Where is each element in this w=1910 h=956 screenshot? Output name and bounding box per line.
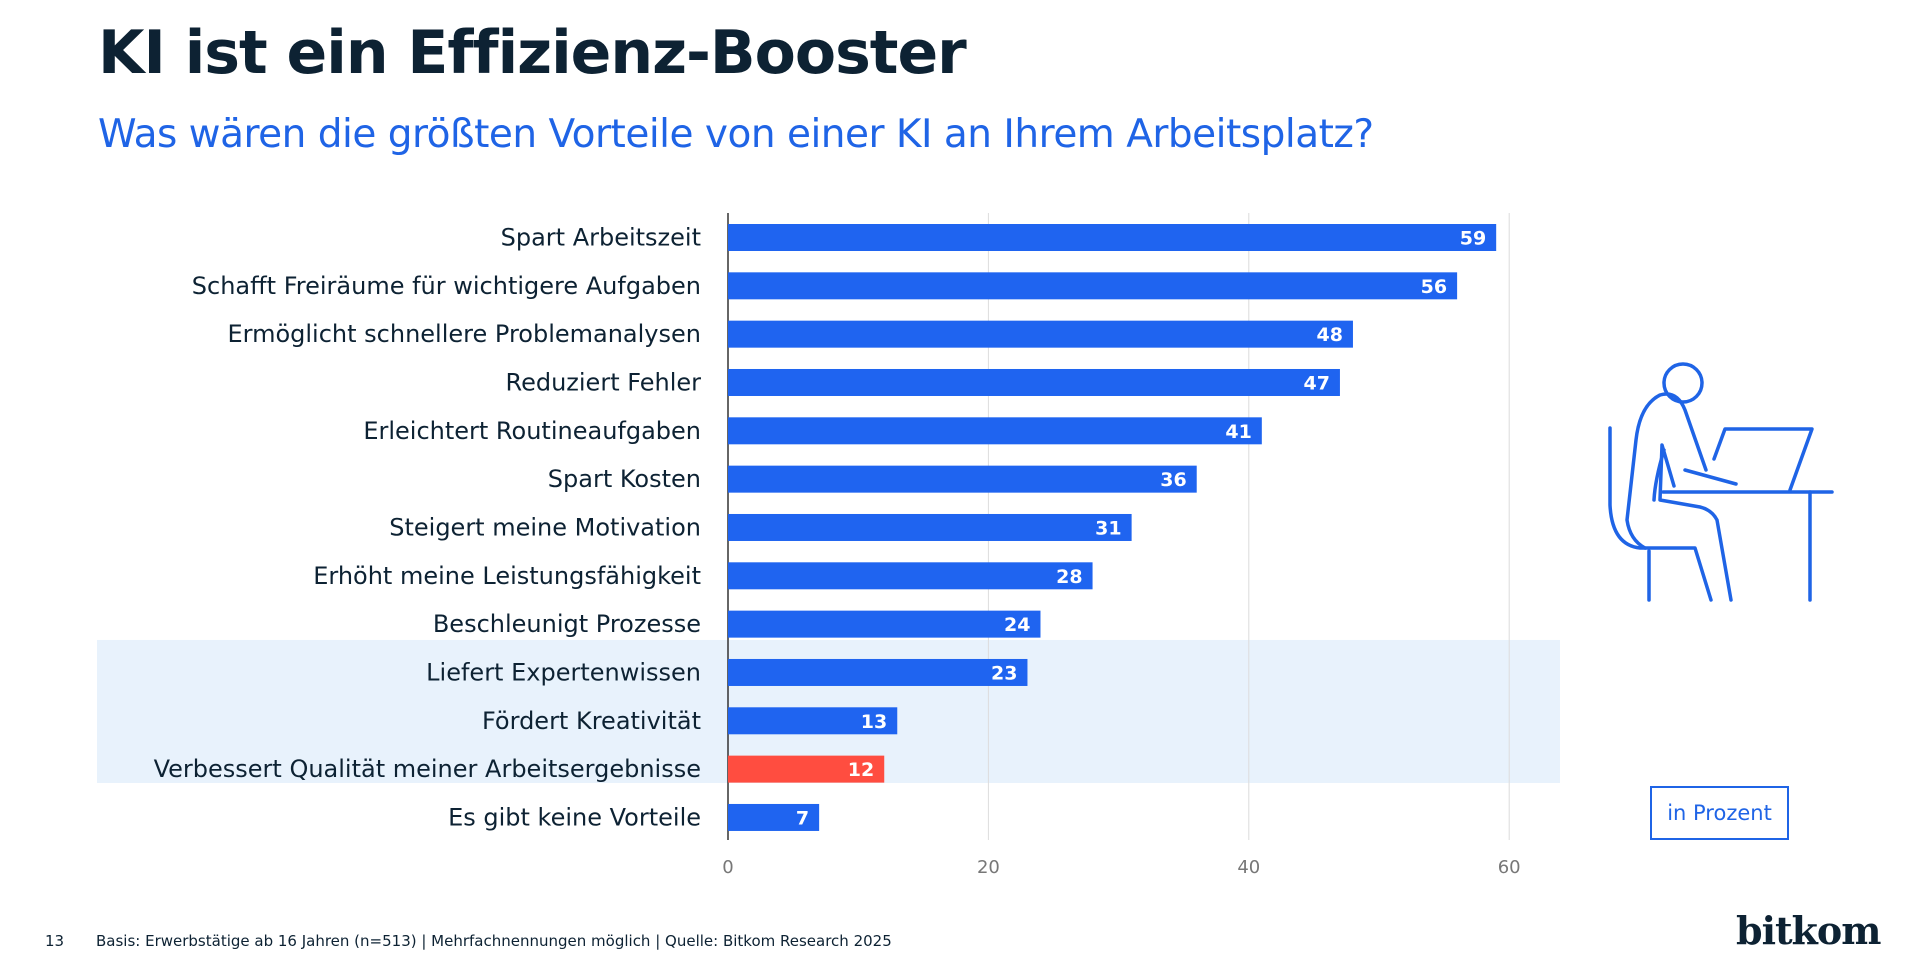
person-at-desk-laptop-icon	[1608, 362, 1834, 602]
category-label: Erhöht meine Leistungsfähigkeit	[313, 562, 701, 590]
category-label: Spart Arbeitszeit	[501, 224, 701, 252]
unit-label-box: in Prozent	[1650, 786, 1789, 840]
value-label: 7	[796, 807, 809, 829]
bar	[728, 272, 1458, 300]
bar	[728, 562, 1093, 590]
bitkom-logo: bitkom	[1736, 908, 1881, 953]
x-tick-label: 0	[722, 857, 733, 878]
bar	[728, 513, 1132, 541]
bar	[728, 465, 1197, 493]
category-label: Ermöglicht schnellere Problemanalysen	[227, 320, 701, 348]
category-label: Spart Kosten	[548, 465, 701, 493]
bar	[728, 224, 1497, 251]
category-label: Verbessert Qualität meiner Arbeitsergebn…	[154, 755, 701, 783]
x-tick-label: 20	[977, 857, 1000, 878]
bar	[728, 755, 885, 783]
value-label: 48	[1317, 324, 1343, 346]
bar	[728, 658, 1028, 686]
value-label: 36	[1160, 469, 1186, 491]
category-label: Liefert Expertenwissen	[426, 658, 701, 686]
source-note: Basis: Erwerbstätige ab 16 Jahren (n=513…	[96, 932, 892, 950]
category-label: Steigert meine Motivation	[389, 513, 701, 541]
value-label: 24	[1004, 614, 1030, 636]
bar	[728, 803, 820, 831]
value-label: 59	[1460, 228, 1486, 250]
bar-chart: 0 20 40 60 Spart Arbeitszeit 59 Schafft Freirä…	[97, 213, 1560, 878]
value-label: 23	[991, 662, 1017, 684]
bar	[728, 707, 898, 735]
category-label: Schafft Freiräume für wichtigere Aufgabe…	[192, 272, 701, 300]
value-label: 47	[1303, 372, 1329, 394]
value-label: 13	[861, 711, 887, 733]
value-label: 31	[1095, 517, 1121, 539]
bar	[728, 368, 1340, 396]
value-label: 56	[1421, 276, 1447, 298]
category-label: Reduziert Fehler	[505, 368, 701, 396]
bar	[728, 320, 1353, 348]
x-tick-label: 60	[1498, 857, 1521, 878]
category-label: Beschleunigt Prozesse	[433, 610, 701, 638]
value-label: 41	[1225, 421, 1251, 443]
value-label: 28	[1056, 566, 1082, 588]
value-label: 12	[848, 759, 874, 781]
category-label: Fördert Kreativität	[482, 707, 701, 735]
page-subtitle: Was wären die größten Vorteile von einer…	[98, 112, 1374, 157]
page-number: 13	[45, 932, 65, 950]
x-tick-label: 40	[1237, 857, 1260, 878]
bar	[728, 610, 1041, 638]
category-label: Erleichtert Routineaufgaben	[363, 417, 701, 445]
bar	[728, 417, 1262, 445]
page-title: KI ist ein Effizienz-Booster	[98, 18, 967, 88]
category-label: Es gibt keine Vorteile	[448, 803, 701, 831]
